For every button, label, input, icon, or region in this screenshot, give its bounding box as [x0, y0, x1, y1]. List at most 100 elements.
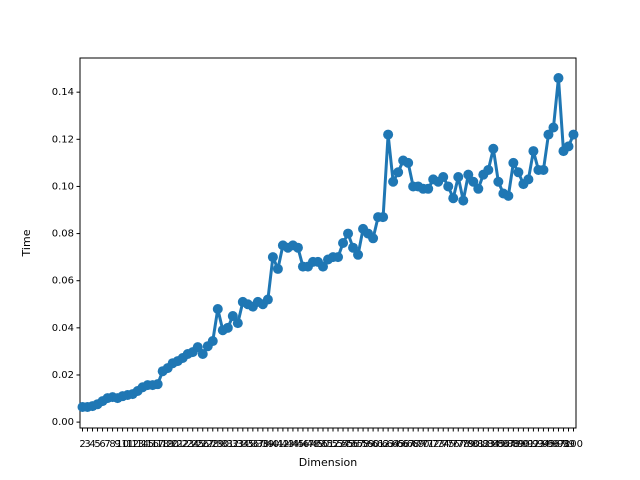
point: [553, 73, 564, 84]
x-tick-label: 80: [467, 439, 480, 450]
y-tick-label: 0.08: [52, 229, 74, 240]
point: [543, 129, 554, 140]
x-tick-label: 15: [141, 439, 154, 450]
point: [438, 172, 449, 183]
point: [443, 181, 454, 192]
x-tick-label: 20: [166, 439, 179, 450]
x-tick-label: 13: [131, 439, 144, 450]
point: [523, 174, 534, 185]
y-tick-label: 0.02: [52, 370, 74, 381]
x-tick-label: 60: [367, 439, 380, 450]
x-tick-label: 59: [362, 439, 375, 450]
x-tick-label: 40: [267, 439, 280, 450]
x-tick-label: 22: [176, 439, 189, 450]
x-tick-label: 11: [121, 439, 134, 450]
point: [292, 242, 303, 253]
x-tick-label: 68: [407, 439, 420, 450]
x-tick-label: 3: [84, 439, 90, 450]
point: [383, 129, 394, 140]
x-tick-label: 70: [417, 439, 430, 450]
x-tick-label: 64: [387, 439, 400, 450]
x-tick-label: 85: [492, 439, 505, 450]
y-tick-label: 0.06: [52, 276, 74, 287]
x-tick-label: 25: [191, 439, 204, 450]
x-tick-label: 46: [297, 439, 310, 450]
point: [207, 336, 218, 347]
point: [563, 141, 574, 152]
x-tick-label: 12: [126, 439, 139, 450]
x-tick-label: 92: [527, 439, 540, 450]
x-tick-label: 72: [427, 439, 440, 450]
x-tick-label: 10: [116, 439, 129, 450]
x-tick-label: 4: [89, 439, 95, 450]
x-tick-label: 32: [226, 439, 239, 450]
x-tick-label: 97: [552, 439, 565, 450]
x-tick-label: 29: [211, 439, 224, 450]
x-tick-label: 43: [282, 439, 295, 450]
x-tick-label: 31: [221, 439, 234, 450]
plot-frame: [79, 57, 577, 429]
x-tick-label: 42: [277, 439, 290, 450]
x-tick-label: 79: [462, 439, 475, 450]
x-tick-label: 81: [472, 439, 485, 450]
x-tick-label: 74: [437, 439, 450, 450]
x-tick-label: 19: [161, 439, 174, 450]
x-tick-label: 28: [206, 439, 219, 450]
point: [262, 294, 273, 305]
x-tick-label: 73: [432, 439, 445, 450]
point: [548, 122, 559, 133]
point: [343, 228, 354, 239]
x-tick-label: 9: [114, 439, 120, 450]
x-tick-label: 23: [181, 439, 194, 450]
point: [393, 167, 404, 178]
x-tick-label: 66: [397, 439, 410, 450]
x-tick-label: 56: [347, 439, 360, 450]
point: [468, 176, 479, 187]
y-axis-label: Time: [20, 229, 33, 257]
x-tick-label: 27: [201, 439, 214, 450]
x-tick-label: 2: [79, 439, 85, 450]
y-tick-label: 0.10: [52, 181, 74, 192]
x-tick-label: 14: [136, 439, 149, 450]
x-tick-label: 39: [262, 439, 275, 450]
point: [212, 303, 223, 314]
y-tick-label: 0.04: [52, 323, 74, 334]
x-tick-label: 44: [287, 439, 300, 450]
x-tick-label: 45: [292, 439, 305, 450]
x-tick-label: 87: [502, 439, 515, 450]
x-tick-label: 24: [186, 439, 199, 450]
point: [222, 322, 233, 333]
x-tick-label: 49: [312, 439, 325, 450]
point: [348, 242, 359, 253]
point: [232, 318, 243, 329]
point: [488, 143, 499, 154]
x-tick-label: 67: [402, 439, 415, 450]
x-tick-label: 30: [216, 439, 229, 450]
point: [458, 195, 469, 206]
x-tick-label: 82: [477, 439, 490, 450]
point: [483, 164, 494, 175]
x-tick-label: 16: [146, 439, 159, 450]
x-tick-label: 62: [377, 439, 390, 450]
x-tick-label: 69: [412, 439, 425, 450]
point: [333, 252, 344, 263]
x-tick-label: 76: [447, 439, 460, 450]
point: [508, 157, 519, 168]
point: [378, 212, 389, 223]
x-tick-label: 26: [196, 439, 209, 450]
point: [338, 238, 349, 248]
point: [272, 263, 283, 274]
x-tick-label: 98: [557, 439, 570, 450]
point: [493, 176, 504, 187]
x-tick-label: 83: [482, 439, 495, 450]
x-tick-label: 57: [352, 439, 365, 450]
x-tick-label: 47: [302, 439, 315, 450]
x-tick-label: 35: [241, 439, 254, 450]
point: [192, 342, 203, 353]
point: [513, 167, 524, 178]
x-tick-label: 53: [332, 439, 345, 450]
x-tick-label: 6: [99, 439, 105, 450]
x-tick-label: 90: [517, 439, 530, 450]
x-tick-label: 77: [452, 439, 465, 450]
